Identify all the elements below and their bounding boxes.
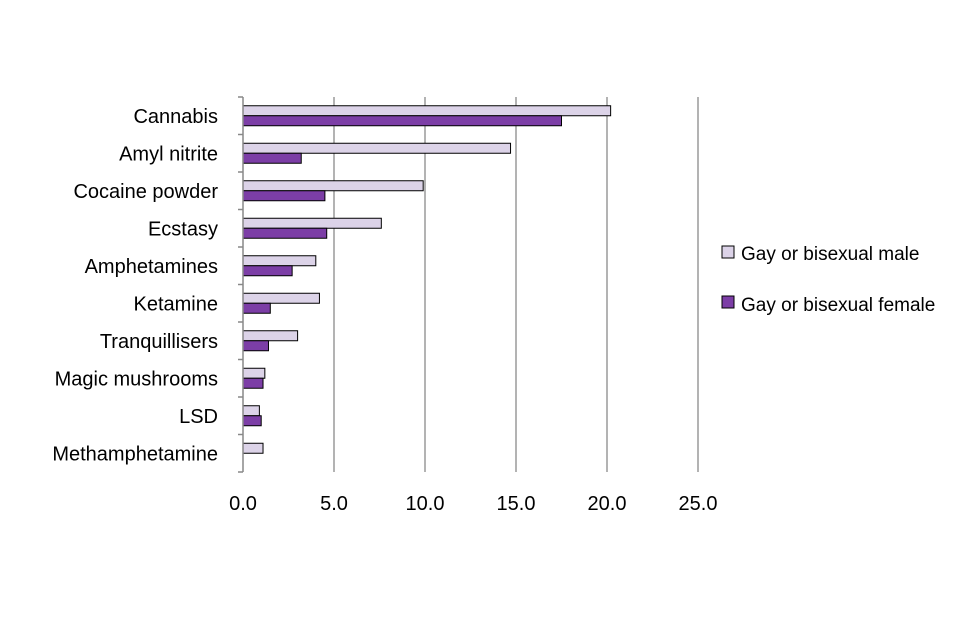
legend-label-female: Gay or bisexual female — [741, 295, 935, 316]
bar-male-9 — [242, 442, 264, 454]
bar-female-8 — [242, 415, 262, 427]
legend-swatch-female — [721, 295, 735, 309]
x-tick-label-3: 15.0 — [497, 493, 536, 515]
bar-female-6 — [242, 340, 269, 352]
bar-female-7 — [242, 377, 264, 389]
bar-male-2 — [242, 180, 424, 192]
legend: Gay or bisexual male Gay or bisexual fem… — [721, 244, 935, 316]
category-label-9: Methamphetamine — [52, 443, 218, 465]
x-tick-label-2: 10.0 — [406, 493, 445, 515]
category-label-5: Ketamine — [134, 293, 219, 315]
x-tick-label-1: 5.0 — [320, 493, 348, 515]
bar-female-2 — [242, 190, 326, 202]
bar-male-8 — [242, 405, 260, 417]
category-label-0: Cannabis — [133, 106, 218, 128]
bars — [242, 105, 612, 454]
category-label-7: Magic mushrooms — [55, 368, 218, 390]
axes — [238, 96, 244, 473]
bar-female-5 — [242, 302, 271, 314]
grid-lines — [333, 97, 699, 472]
x-tick-label-4: 20.0 — [588, 493, 627, 515]
bar-male-5 — [242, 292, 320, 304]
bar-male-6 — [242, 330, 299, 342]
bar-female-3 — [242, 227, 328, 239]
category-label-8: LSD — [179, 406, 218, 428]
bar-male-4 — [242, 255, 317, 267]
x-tick-labels: 0.0 5.0 10.0 15.0 20.0 25.0 — [229, 493, 717, 515]
category-label-2: Cocaine powder — [73, 181, 218, 203]
category-label-3: Ecstasy — [148, 218, 218, 240]
bar-male-1 — [242, 142, 512, 154]
category-label-6: Tranquillisers — [100, 331, 218, 353]
x-tick-label-5: 25.0 — [679, 493, 718, 515]
bar-male-3 — [242, 217, 382, 229]
legend-swatch-male — [721, 245, 735, 259]
bar-male-7 — [242, 367, 266, 379]
bar-male-0 — [242, 105, 612, 117]
category-label-4: Amphetamines — [85, 256, 218, 278]
bar-female-4 — [242, 265, 293, 277]
bar-female-0 — [242, 115, 562, 127]
category-labels: Cannabis Amyl nitrite Cocaine powder Ecstas… — [52, 106, 218, 466]
category-label-1: Amyl nitrite — [119, 143, 218, 165]
bar-female-1 — [242, 152, 302, 164]
legend-label-male: Gay or bisexual male — [741, 244, 919, 265]
x-tick-label-0: 0.0 — [229, 493, 257, 515]
